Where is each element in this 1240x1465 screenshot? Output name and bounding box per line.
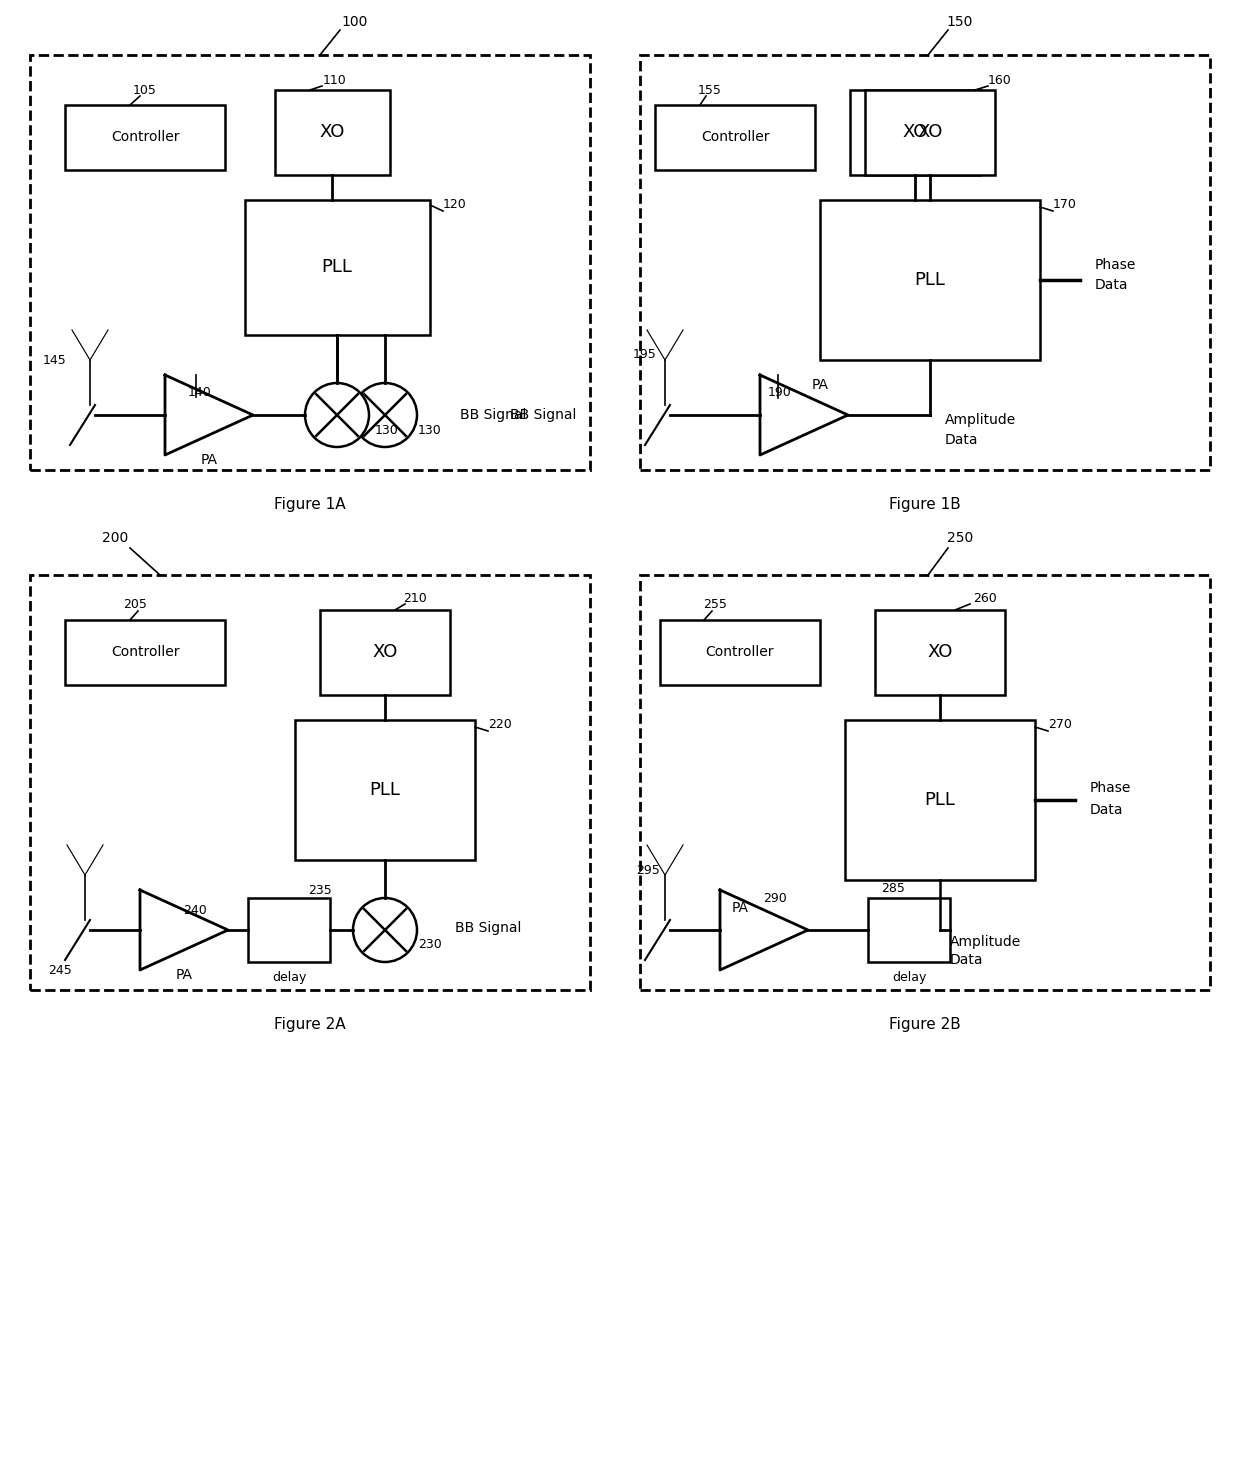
Text: 205: 205 bbox=[123, 599, 146, 611]
Text: 245: 245 bbox=[48, 964, 72, 977]
Text: Controller: Controller bbox=[706, 645, 774, 659]
Text: 290: 290 bbox=[763, 892, 787, 904]
Circle shape bbox=[353, 382, 417, 447]
Text: PA: PA bbox=[732, 901, 749, 916]
Text: BB Signal: BB Signal bbox=[510, 407, 577, 422]
Text: BB Signal: BB Signal bbox=[455, 921, 521, 935]
Text: Figure 1A: Figure 1A bbox=[274, 498, 346, 513]
Text: BB Signal: BB Signal bbox=[460, 407, 526, 422]
Text: 240: 240 bbox=[184, 904, 207, 917]
Bar bbox=[640, 574, 1210, 990]
Bar bbox=[246, 201, 430, 335]
Text: 235: 235 bbox=[308, 883, 332, 897]
Text: Data: Data bbox=[1095, 278, 1128, 292]
Text: 145: 145 bbox=[43, 353, 67, 366]
Text: PLL: PLL bbox=[915, 271, 945, 289]
Text: 160: 160 bbox=[988, 73, 1012, 86]
Text: Figure 1B: Figure 1B bbox=[889, 498, 961, 513]
Text: 220: 220 bbox=[489, 718, 512, 731]
Text: 130: 130 bbox=[418, 423, 441, 437]
Bar bbox=[820, 201, 1040, 360]
Text: PLL: PLL bbox=[925, 791, 956, 809]
Text: XO: XO bbox=[903, 123, 928, 141]
Text: PLL: PLL bbox=[370, 781, 401, 798]
Text: XO: XO bbox=[320, 123, 345, 141]
Text: 200: 200 bbox=[102, 530, 128, 545]
Bar bbox=[844, 719, 1035, 880]
Text: 170: 170 bbox=[1053, 198, 1076, 211]
Text: PA: PA bbox=[811, 378, 828, 393]
Bar bbox=[655, 105, 815, 170]
Bar bbox=[866, 89, 994, 174]
Text: Phase: Phase bbox=[1095, 258, 1136, 272]
Text: XO: XO bbox=[372, 643, 398, 661]
Text: Data: Data bbox=[1090, 803, 1123, 817]
Text: PA: PA bbox=[176, 968, 192, 982]
Text: 270: 270 bbox=[1048, 718, 1071, 731]
Text: 150: 150 bbox=[947, 15, 973, 29]
Text: PA: PA bbox=[201, 453, 217, 467]
Text: 105: 105 bbox=[133, 84, 157, 97]
Text: XO: XO bbox=[918, 123, 942, 141]
Text: XO: XO bbox=[928, 643, 952, 661]
Text: 130: 130 bbox=[376, 423, 399, 437]
Text: Data: Data bbox=[945, 434, 978, 447]
Bar bbox=[640, 56, 1210, 470]
Bar bbox=[30, 56, 590, 470]
Text: Controller: Controller bbox=[110, 130, 180, 144]
Text: 250: 250 bbox=[947, 530, 973, 545]
Text: Figure 2B: Figure 2B bbox=[889, 1018, 961, 1033]
Text: 100: 100 bbox=[342, 15, 368, 29]
Text: Controller: Controller bbox=[110, 645, 180, 659]
Circle shape bbox=[305, 382, 370, 447]
Text: 295: 295 bbox=[636, 863, 660, 876]
Bar bbox=[875, 609, 1004, 694]
Bar bbox=[660, 620, 820, 686]
Text: 260: 260 bbox=[973, 592, 997, 605]
Text: delay: delay bbox=[892, 970, 926, 983]
Text: 110: 110 bbox=[324, 73, 347, 86]
Text: Amplitude: Amplitude bbox=[945, 413, 1017, 426]
Text: 120: 120 bbox=[443, 198, 467, 211]
Text: 195: 195 bbox=[634, 349, 657, 362]
Bar bbox=[30, 574, 590, 990]
Bar bbox=[64, 105, 224, 170]
Text: 210: 210 bbox=[403, 592, 427, 605]
Bar bbox=[248, 898, 330, 963]
Text: 285: 285 bbox=[882, 882, 905, 895]
Text: Phase: Phase bbox=[1090, 781, 1131, 795]
Text: 155: 155 bbox=[698, 84, 722, 97]
Bar bbox=[320, 609, 450, 694]
Text: delay: delay bbox=[272, 970, 306, 983]
Bar bbox=[64, 620, 224, 686]
Bar bbox=[849, 89, 980, 174]
Text: PLL: PLL bbox=[321, 258, 352, 275]
Text: Controller: Controller bbox=[701, 130, 769, 144]
Text: 140: 140 bbox=[188, 385, 212, 398]
Bar bbox=[868, 898, 950, 963]
Circle shape bbox=[353, 898, 417, 963]
Text: Amplitude: Amplitude bbox=[950, 935, 1022, 949]
Bar bbox=[295, 719, 475, 860]
Text: 230: 230 bbox=[418, 939, 441, 951]
Text: 255: 255 bbox=[703, 599, 727, 611]
Text: 190: 190 bbox=[768, 385, 792, 398]
Bar bbox=[275, 89, 391, 174]
Text: Figure 2A: Figure 2A bbox=[274, 1018, 346, 1033]
Text: Data: Data bbox=[950, 954, 983, 967]
